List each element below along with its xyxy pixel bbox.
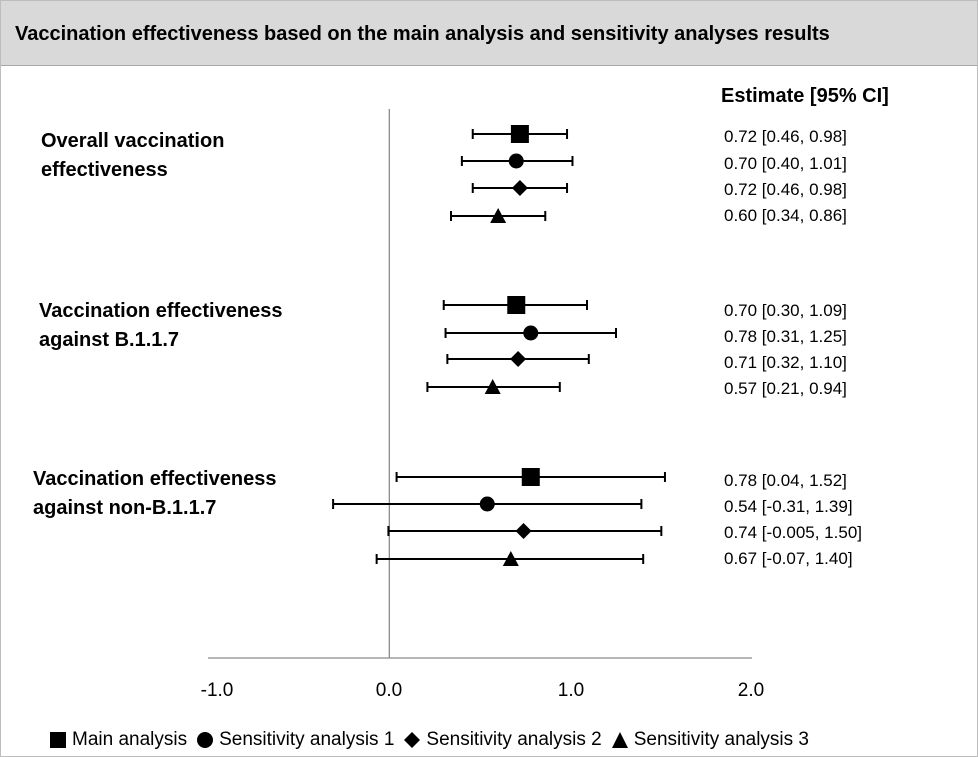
- group-label-line: Vaccination effectiveness: [39, 300, 283, 322]
- estimate-text: 0.78 [0.04, 1.52]: [724, 471, 847, 490]
- legend-item-main: Main analysis: [49, 729, 187, 751]
- estimate-header: Estimate [95% CI]: [721, 85, 889, 107]
- point-estimate-square: [507, 296, 526, 314]
- estimate-text: 0.54 [-0.31, 1.39]: [724, 497, 853, 516]
- estimate-text: 0.67 [-0.07, 1.40]: [724, 549, 853, 568]
- legend-item-sens2: Sensitivity analysis 2: [403, 729, 602, 751]
- estimate-text: 0.74 [-0.005, 1.50]: [724, 523, 862, 542]
- point-estimate-circle: [479, 496, 495, 512]
- group-label-overall: Overall vaccination effectiveness: [41, 127, 224, 185]
- group-label-line: against B.1.1.7: [39, 329, 180, 351]
- group-label-line: Overall vaccination: [41, 130, 225, 152]
- legend-label: Sensitivity analysis 1: [219, 729, 395, 750]
- group-label-line: Vaccination effectiveness: [33, 468, 277, 490]
- title-bar: Vaccination effectiveness based on the m…: [1, 1, 977, 66]
- point-estimate-circle: [523, 325, 539, 341]
- point-estimate-diamond: [510, 351, 527, 367]
- legend: Main analysis Sensitivity analysis 1 Sen…: [49, 729, 818, 751]
- estimate-text: 0.71 [0.32, 1.10]: [724, 353, 847, 372]
- point-estimate-triangle: [502, 551, 519, 566]
- estimate-text: 0.70 [0.40, 1.01]: [724, 154, 847, 173]
- square-marker-icon: [50, 732, 66, 748]
- point-estimate-square: [510, 125, 529, 143]
- x-tick-label: 2.0: [737, 680, 765, 701]
- group-label-line: effectiveness: [41, 159, 168, 181]
- point-estimate-triangle: [490, 208, 507, 223]
- group-label-b117: Vaccination effectiveness against B.1.1.…: [39, 297, 282, 355]
- point-estimate-triangle: [484, 379, 501, 394]
- triangle-marker-icon: [611, 732, 628, 748]
- diamond-marker-icon: [404, 732, 421, 748]
- x-tick-label: 1.0: [557, 680, 585, 701]
- legend-label: Main analysis: [72, 729, 188, 750]
- point-estimate-diamond: [511, 180, 528, 196]
- legend-label: Sensitivity analysis 3: [633, 729, 809, 750]
- forest-plot: [208, 109, 752, 659]
- estimate-text: 0.60 [0.34, 0.86]: [724, 206, 847, 225]
- legend-item-sens3: Sensitivity analysis 3: [611, 729, 809, 751]
- legend-item-sens1: Sensitivity analysis 1: [196, 729, 394, 751]
- group-label-line: against non-B.1.1.7: [33, 497, 217, 519]
- point-estimate-diamond: [515, 523, 532, 539]
- chart-title: Vaccination effectiveness based on the m…: [15, 23, 830, 45]
- estimate-text: 0.70 [0.30, 1.09]: [724, 301, 847, 320]
- estimate-text: 0.78 [0.31, 1.25]: [724, 327, 847, 346]
- point-estimate-square: [521, 468, 540, 486]
- x-tick-label: -1.0: [200, 680, 234, 701]
- x-tick-label: 0.0: [375, 680, 403, 701]
- estimate-text: 0.72 [0.46, 0.98]: [724, 180, 847, 199]
- group-label-non-b117: Vaccination effectiveness against non-B.…: [33, 465, 276, 523]
- point-estimate-circle: [508, 153, 524, 169]
- estimate-text: 0.57 [0.21, 0.94]: [724, 379, 847, 398]
- estimate-text: 0.72 [0.46, 0.98]: [724, 127, 847, 146]
- legend-label: Sensitivity analysis 2: [426, 729, 602, 750]
- circle-marker-icon: [197, 732, 214, 748]
